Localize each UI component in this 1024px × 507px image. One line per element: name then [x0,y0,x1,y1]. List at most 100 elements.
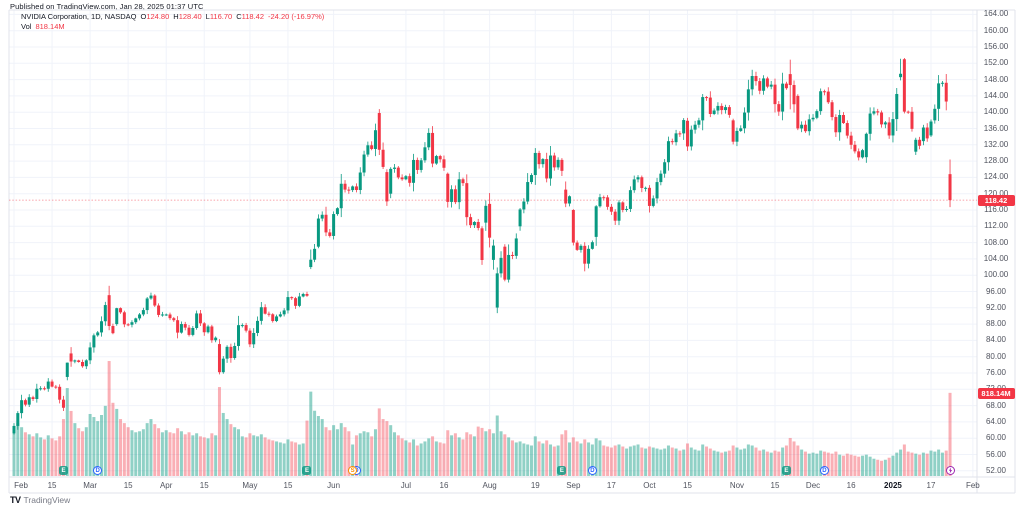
candle [377,109,381,155]
candle [640,175,644,193]
volume-bar [157,428,161,476]
volume-bar [179,431,183,476]
candle [910,107,914,132]
volume-bar [176,428,180,476]
candle [332,211,336,240]
time-axis-label: 2025 [884,481,902,490]
open-value: 124.80 [146,12,170,21]
volume-bar [195,433,199,476]
earnings-icon[interactable]: E [557,466,567,475]
candle [830,100,834,121]
price-axis-label: 104.00 [983,253,1009,263]
volume-bar [286,439,290,476]
candle [822,89,826,96]
low-label: L [205,12,210,21]
volume-bar [366,432,370,476]
candle [826,87,830,104]
candle [351,185,355,193]
candle [119,307,123,314]
split-icon[interactable]: S [348,466,358,475]
volume-bar [815,453,819,476]
volume-bar [545,440,549,476]
candle [370,141,374,151]
candle [811,114,815,122]
volume-bar [914,453,918,476]
volume-bar [415,445,419,476]
earnings-icon[interactable]: E [302,466,312,475]
candle [655,177,659,204]
candle [899,58,903,81]
volume-bar [537,441,541,476]
volume-bar [796,445,800,476]
candle [872,107,876,116]
tradingview-attribution[interactable]: TV TradingView [10,495,70,505]
dividend-icon[interactable]: D [587,466,597,475]
candle [225,345,229,363]
candle [628,186,632,212]
legend-row-ohlc: NVIDIA Corporation, 1D, NASDAQ O124.80 H12… [21,12,324,22]
candle [480,226,484,265]
volume-bar [727,450,731,476]
candle [229,343,233,363]
candle [647,185,651,213]
candle [925,123,929,142]
candle [853,141,857,154]
price-axis-label: 148.00 [983,74,1009,84]
volume-bar [370,436,374,476]
candle [731,118,735,145]
volume-bar [792,441,796,476]
volume-bar [69,410,73,476]
volume-bar [404,440,408,476]
volume-bar [130,430,134,476]
candle [438,154,442,163]
candle [674,129,678,146]
time-axis-label: Dec [805,481,821,490]
candle [510,251,514,260]
volume-bar [750,445,754,476]
earnings-icon[interactable]: E [58,466,68,475]
candle [537,150,541,169]
volume-bar [252,435,256,476]
candle [157,303,161,318]
volume-bar [472,436,476,476]
volume-bar [484,431,488,476]
last-volume-badge: 818.14M [977,387,1015,399]
candle [902,58,906,114]
candle [472,221,476,228]
time-axis-label: 16 [439,481,449,490]
volume-bar [320,419,324,476]
dividend-icon[interactable]: D [93,466,103,475]
candle [864,132,868,163]
volume-bar [263,437,267,476]
time-axis-label: 17 [606,481,616,490]
candle [347,186,351,194]
candle [685,117,689,151]
dividend-icon[interactable]: D [819,466,829,475]
volume-bar [678,450,682,476]
candle [267,311,271,317]
candle [92,333,96,353]
volume-bar [316,416,320,476]
volume-bar [895,452,899,476]
candle [568,195,572,207]
volume-bar [491,433,495,476]
volume-bar [822,451,826,476]
candle [739,125,743,132]
volume-bar [149,419,153,476]
candle [560,158,564,177]
candle [39,386,43,391]
candle [248,328,252,348]
volume-bar [88,413,92,476]
candle [549,146,553,186]
candle [164,313,168,316]
candle [115,307,119,326]
volume-bar [769,452,773,476]
future-earnings-icon[interactable] [945,466,955,475]
time-axis-label: Aug [482,481,497,490]
earnings-icon[interactable]: E [781,466,791,475]
candle [244,322,248,333]
volume-bar [96,421,100,476]
candle [396,166,400,180]
volume-bar [834,451,838,476]
